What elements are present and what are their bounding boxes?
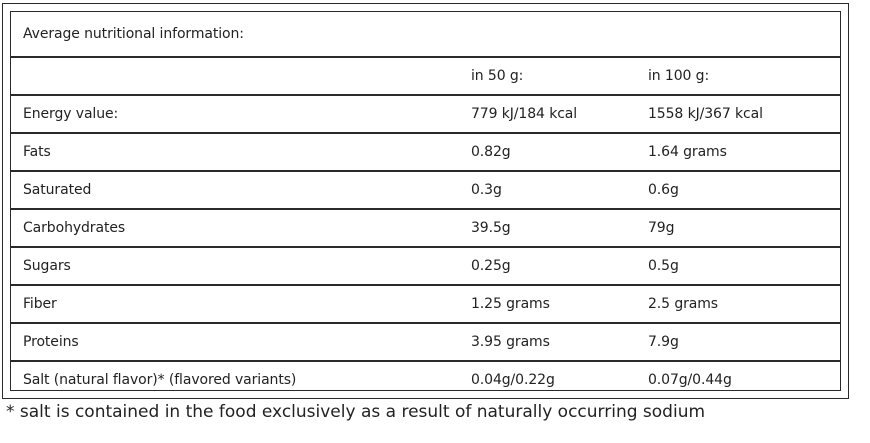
value-100g: 1.64 grams: [636, 132, 840, 171]
value-100g: 0.07g/0.44g: [636, 360, 840, 398]
value-100g: 0.5g: [636, 246, 840, 285]
value-50g: 0.82g: [459, 132, 636, 171]
table-title: Average nutritional information:: [23, 26, 244, 42]
column-header-nutrient: [11, 56, 459, 95]
value-50g: 0.04g/0.22g: [459, 360, 636, 398]
nutrient-name: Energy value:: [11, 94, 459, 133]
value-100g: 2.5 grams: [636, 284, 840, 323]
column-header-50g: in 50 g:: [459, 56, 636, 95]
nutrition-table-border: Average nutritional information: in 50 g…: [10, 11, 841, 398]
value-100g: 79g: [636, 208, 840, 247]
value-50g: 3.95 grams: [459, 322, 636, 361]
value-100g: 1558 kJ/367 kcal: [636, 94, 840, 133]
nutrient-name: Carbohydrates: [11, 208, 459, 247]
value-50g: 1.25 grams: [459, 284, 636, 323]
value-50g: 0.25g: [459, 246, 636, 285]
nutrient-name: Fiber: [11, 284, 459, 323]
value-50g: 779 kJ/184 kcal: [459, 94, 636, 133]
table-row: Salt (natural flavor)* (flavored variant…: [11, 360, 840, 398]
table-row: Saturated 0.3g 0.6g: [11, 170, 840, 209]
table-row: Proteins 3.95 grams 7.9g: [11, 322, 840, 361]
table-header-row: in 50 g: in 100 g:: [11, 56, 840, 95]
table-row: Energy value: 779 kJ/184 kcal 1558 kJ/36…: [11, 94, 840, 133]
nutrition-table: Average nutritional information: in 50 g…: [11, 12, 840, 398]
table-row: Fiber 1.25 grams 2.5 grams: [11, 284, 840, 323]
value-50g: 0.3g: [459, 170, 636, 209]
nutrient-name: Fats: [11, 132, 459, 171]
salt-footnote: * salt is contained in the food exclusiv…: [6, 402, 706, 422]
nutrient-name: Sugars: [11, 246, 459, 285]
table-row: Carbohydrates 39.5g 79g: [11, 208, 840, 247]
nutrition-table-frame: Average nutritional information: in 50 g…: [2, 3, 849, 399]
table-row: Sugars 0.25g 0.5g: [11, 246, 840, 285]
value-50g: 39.5g: [459, 208, 636, 247]
nutrient-name: Salt (natural flavor)* (flavored variant…: [11, 360, 459, 398]
nutrient-name: Proteins: [11, 322, 459, 361]
table-row: Fats 0.82g 1.64 grams: [11, 132, 840, 171]
value-100g: 7.9g: [636, 322, 840, 361]
column-header-100g: in 100 g:: [636, 56, 840, 95]
table-title-row: Average nutritional information:: [11, 12, 840, 57]
value-100g: 0.6g: [636, 170, 840, 209]
nutrient-name: Saturated: [11, 170, 459, 209]
